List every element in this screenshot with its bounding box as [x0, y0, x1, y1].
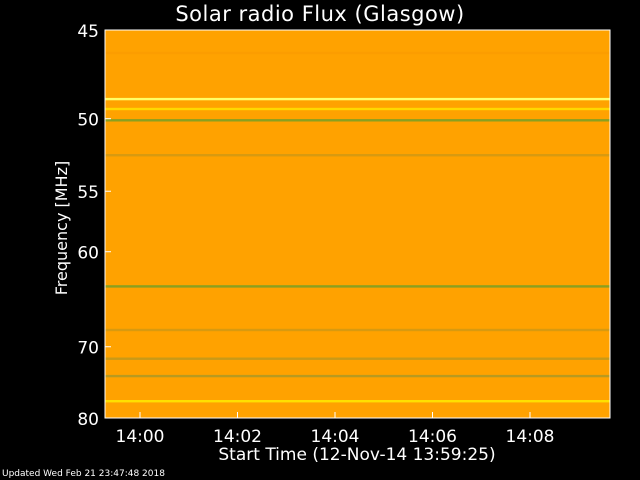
y-tick-label: 50 — [77, 111, 99, 131]
y-tick-label: 45 — [77, 22, 99, 42]
spectral-band — [105, 357, 610, 360]
y-tick-label: 60 — [77, 244, 99, 264]
x-tick-label: 14:04 — [311, 427, 360, 445]
spectral-band — [105, 154, 610, 157]
x-tick-label: 14:00 — [116, 427, 165, 445]
spectral-band — [105, 107, 610, 111]
y-tick-label: 80 — [77, 410, 99, 430]
spectral-band — [105, 328, 610, 332]
spectral-band — [105, 374, 610, 378]
chart-title: Solar radio Flux (Glasgow) — [175, 2, 465, 26]
y-tick-label: 55 — [77, 183, 99, 203]
spectral-band — [105, 51, 610, 55]
spectrogram-chart: 45 50 55 60 70 80 14:00 14:02 14:04 14:06 14:08 — [77, 22, 611, 445]
x-tick-label: 14:06 — [408, 427, 457, 445]
spectral-band — [105, 97, 610, 101]
spectral-band — [105, 400, 610, 403]
plot-frame — [104, 29, 611, 419]
x-axis-label: Start Time (12-Nov-14 13:59:25) — [218, 445, 496, 465]
y-tick-label: 70 — [77, 339, 99, 359]
spectral-band — [105, 285, 610, 288]
x-tick-label: 14:08 — [506, 427, 555, 445]
x-tick-label: 14:02 — [213, 427, 262, 445]
spectral-band — [105, 119, 610, 122]
spectrogram-area — [105, 30, 610, 418]
updated-timestamp: Updated Wed Feb 21 23:47:48 2018 — [2, 469, 165, 479]
